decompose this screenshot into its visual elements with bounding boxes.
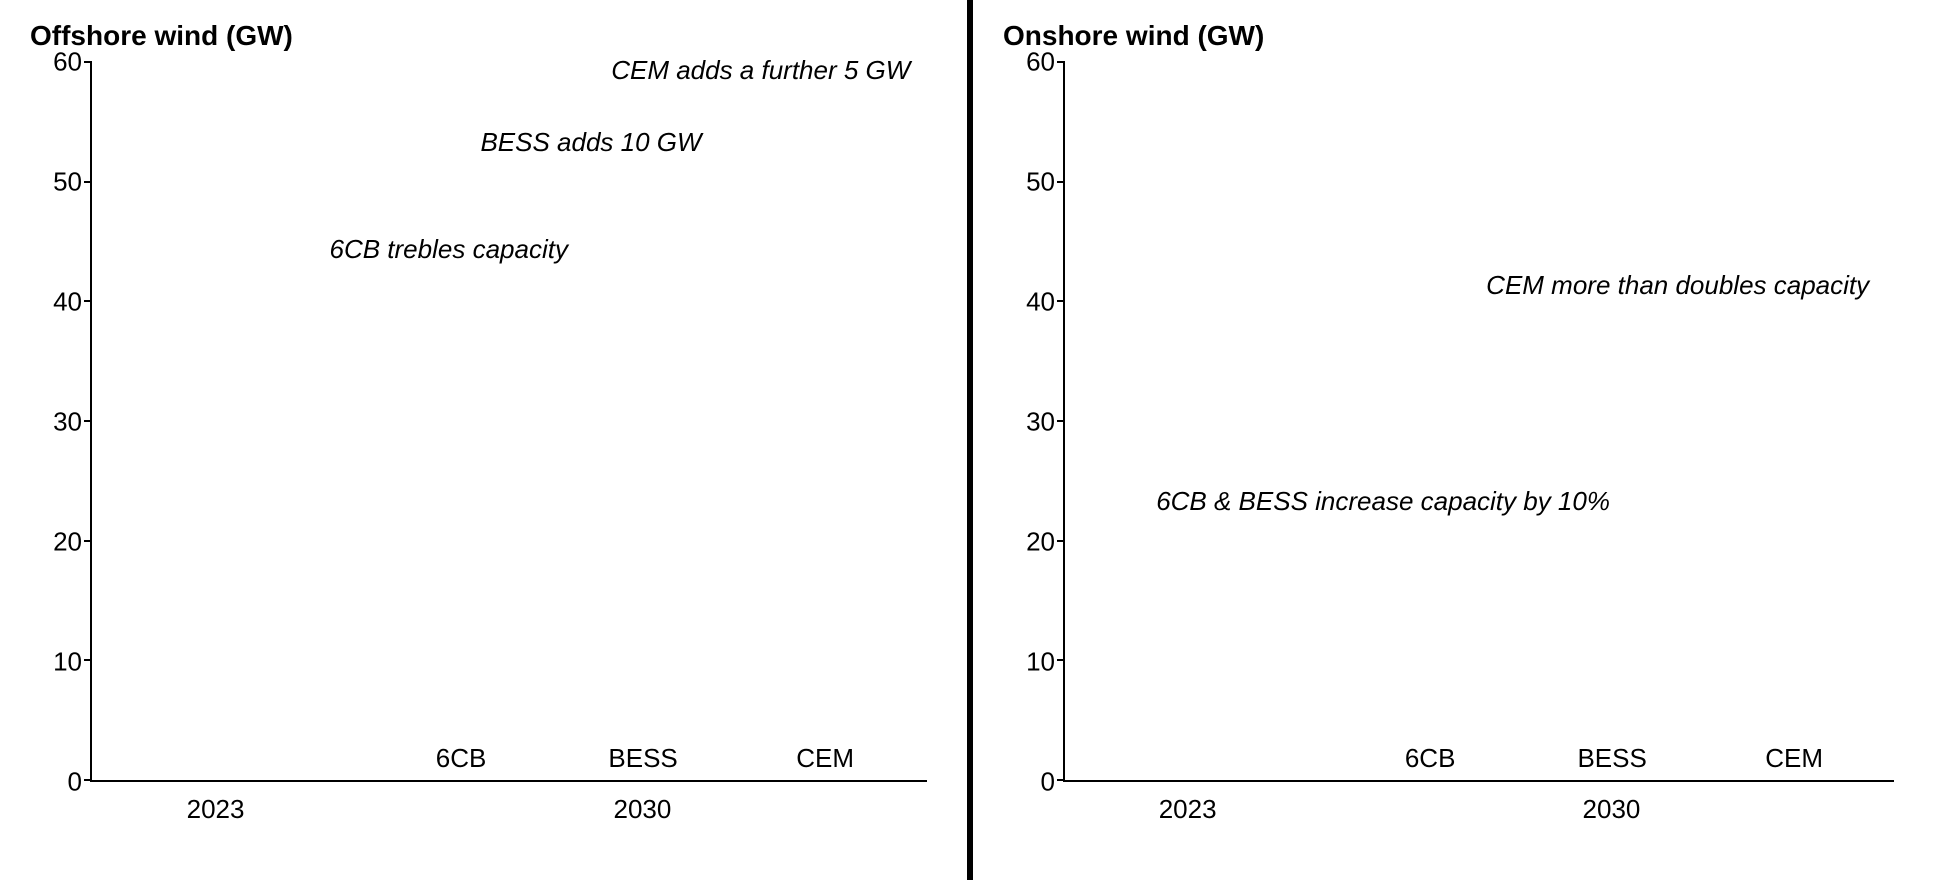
y-tick-label: 60 [1026,47,1055,78]
plot-area: 6CB BESS CEM CEM more than doubles capacity… [1063,62,1894,782]
chart-annotation: 6CB & BESS increase capacity by 10% [1156,486,1610,517]
y-tick-label: 20 [1026,527,1055,558]
y-tick-label: 40 [1026,287,1055,318]
bar-label: BESS [1528,743,1696,774]
bar-label: 6CB [377,743,545,774]
y-tick-mark [1057,540,1065,542]
chart-title-onshore: Onshore wind (GW) [1003,20,1904,52]
plot-area: 6CBBESSCEMCEM adds a further 5 GWBESS ad… [90,62,927,782]
y-tick-mark [1057,659,1065,661]
y-tick-mark [84,300,92,302]
x-tick-label: 2023 [1159,794,1217,825]
y-tick-mark [84,61,92,63]
bar-label: 6CB [1346,743,1514,774]
chart-annotation: 6CB trebles capacity [330,234,568,265]
y-tick-label: 20 [53,527,82,558]
chart-annotation: CEM adds a further 5 GW [611,55,910,86]
chart-annotation: CEM more than doubles capacity [1486,270,1869,301]
x-axis: 2023 2030 [1063,782,1894,842]
y-tick-mark [1057,61,1065,63]
y-axis: 0102030405060 [1003,62,1063,782]
y-tick-label: 60 [53,47,82,78]
y-tick-label: 50 [53,167,82,198]
bar-label: BESS [559,743,727,774]
onshore-wind-panel: Onshore wind (GW) 01020304050606CBBESSCE… [967,0,1934,880]
x-axis: 2023 2030 [90,782,927,842]
onshore-chart: 01020304050606CBBESSCEMCEM more than dou… [1003,62,1904,842]
y-tick-mark [1057,181,1065,183]
y-tick-label: 40 [53,287,82,318]
offshore-wind-panel: Offshore wind (GW) 01020304050606CBBESSC… [0,0,967,880]
x-tick-label: 2030 [613,794,671,825]
y-tick-label: 50 [1026,167,1055,198]
y-tick-mark [84,181,92,183]
y-tick-mark [84,540,92,542]
y-tick-label: 10 [1026,647,1055,678]
x-tick-label: 2023 [187,794,245,825]
y-tick-mark [1057,779,1065,781]
offshore-chart: 01020304050606CBBESSCEMCEM adds a furthe… [30,62,937,842]
x-tick-label: 2030 [1583,794,1641,825]
y-tick-label: 30 [53,407,82,438]
chart-title-offshore: Offshore wind (GW) [30,20,937,52]
y-tick-mark [84,779,92,781]
y-tick-label: 0 [68,767,82,798]
y-tick-label: 30 [1026,407,1055,438]
y-tick-mark [84,659,92,661]
y-tick-label: 0 [1041,767,1055,798]
bar-label: CEM [1710,743,1878,774]
y-axis: 0102030405060 [30,62,90,782]
y-tick-mark [1057,300,1065,302]
y-tick-mark [84,420,92,422]
y-tick-mark [1057,420,1065,422]
y-tick-label: 10 [53,647,82,678]
bar-label: CEM [741,743,909,774]
chart-annotation: BESS adds 10 GW [480,127,701,158]
